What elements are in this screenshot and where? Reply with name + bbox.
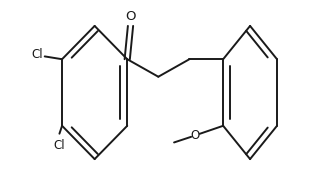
Text: Cl: Cl	[32, 48, 43, 61]
Text: O: O	[125, 10, 136, 23]
Text: O: O	[191, 129, 200, 142]
Text: Cl: Cl	[53, 139, 65, 152]
